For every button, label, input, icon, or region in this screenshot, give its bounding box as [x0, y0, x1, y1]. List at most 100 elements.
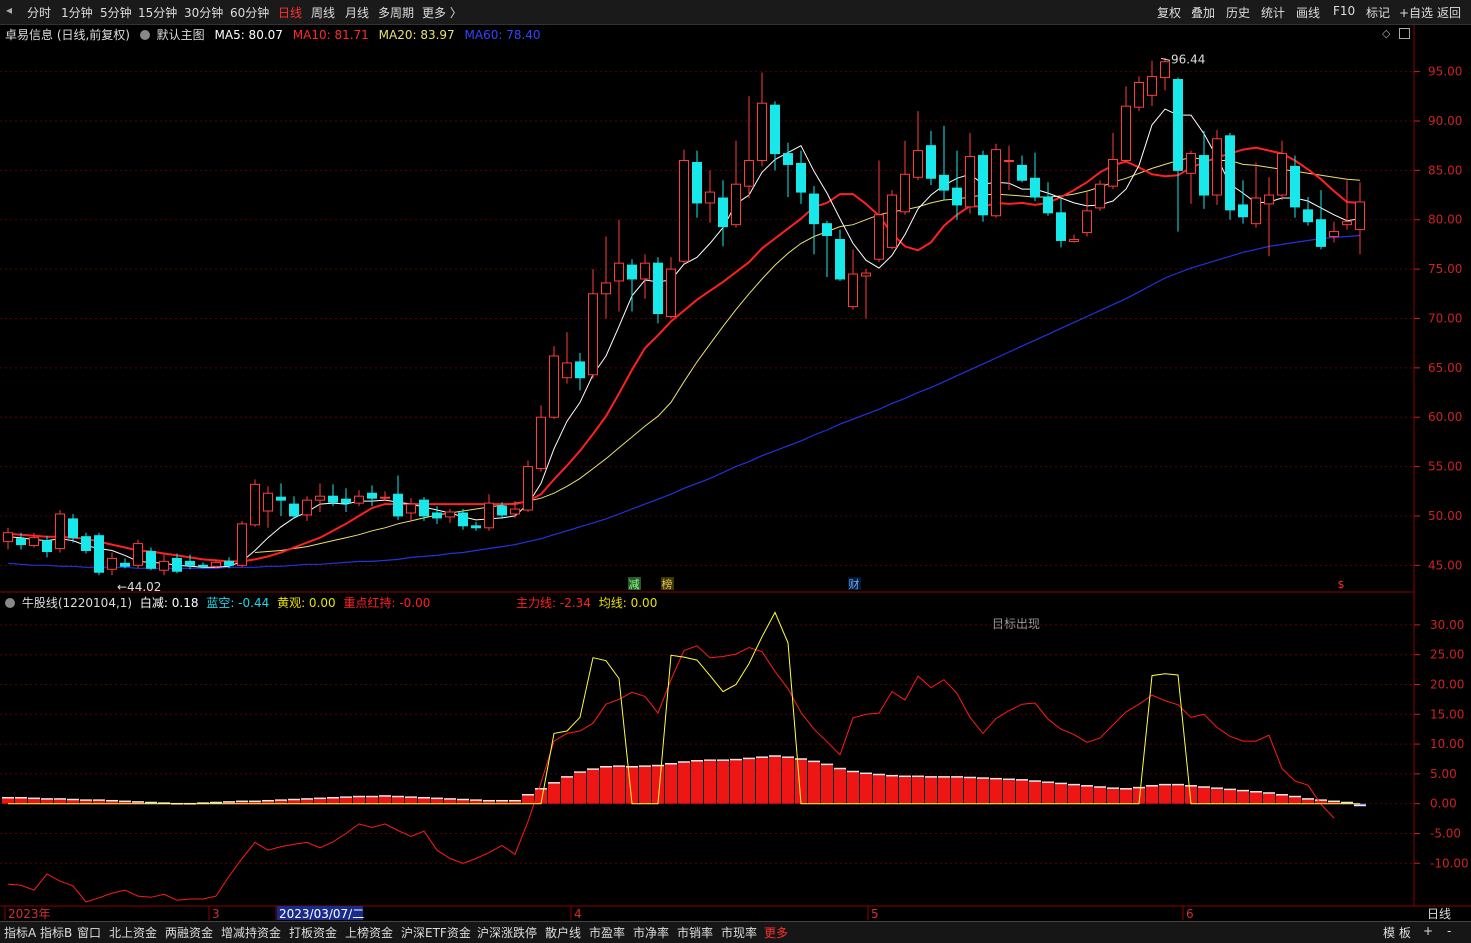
indicator-tab-10[interactable]: 散户线: [545, 926, 582, 940]
toolbar-button-6[interactable]: 标记: [1366, 6, 1391, 20]
toolbar-button-7[interactable]: +自选: [1399, 6, 1434, 20]
candle-body: [1342, 221, 1352, 226]
bottom-right-button-0[interactable]: 模 板: [1383, 926, 1411, 940]
period-tab-6[interactable]: 日线: [278, 6, 303, 20]
indicator-tab-6[interactable]: 打板资金: [289, 926, 338, 940]
period-tab-9[interactable]: 多周期: [378, 6, 415, 20]
indicator-tab-3[interactable]: 北上资金: [109, 926, 158, 940]
indicator-tab-0[interactable]: 指标A: [4, 926, 37, 940]
toolbar-arrow-icon[interactable]: ◂: [6, 3, 13, 17]
indicator-tab-9[interactable]: 沪深涨跌停: [477, 926, 538, 940]
toolbar-button-1[interactable]: 叠加: [1191, 6, 1216, 20]
indicator-tab-15[interactable]: 更多: [764, 926, 789, 940]
indicator-tab-11[interactable]: 市盈率: [589, 926, 626, 940]
period-tab-1[interactable]: 1分钟: [61, 6, 93, 20]
toolbar-button-5[interactable]: F10: [1333, 4, 1356, 18]
toolbar-button-2[interactable]: 历史: [1226, 6, 1251, 20]
indicator-tab-1[interactable]: 指标B: [40, 926, 73, 940]
event-tag-bg: [848, 577, 861, 590]
candle-body: [380, 496, 390, 499]
date-cursor-bg: [277, 906, 363, 920]
indicator-tab-14[interactable]: 市现率: [721, 926, 758, 940]
histogram-bar: [1029, 781, 1041, 804]
candle-body: [224, 560, 234, 566]
candle-body: [913, 150, 923, 178]
histogram-bar: [548, 782, 560, 804]
histogram-bar: [1276, 794, 1288, 804]
period-tab-5[interactable]: 60分钟: [230, 6, 270, 20]
indicator-tab-7[interactable]: 上榜资金: [345, 926, 394, 940]
histogram-bar: [613, 766, 625, 804]
template-name[interactable]: 默认主图: [156, 28, 205, 42]
candle-body: [1199, 155, 1209, 196]
histogram-bar: [1354, 803, 1366, 806]
bottom-right-button-1[interactable]: +: [1423, 924, 1434, 938]
candle-body: [68, 518, 78, 539]
toolbar-button-4[interactable]: 画线: [1296, 6, 1321, 20]
toolbar-button-8[interactable]: 返回: [1437, 6, 1462, 20]
candle-body: [55, 513, 65, 550]
candle-body: [549, 355, 559, 418]
period-tab-0[interactable]: 分时: [27, 6, 52, 20]
candle-body: [731, 183, 741, 226]
histogram-bar: [756, 757, 768, 804]
histogram-bar: [483, 800, 495, 804]
indicator-tab-4[interactable]: 两融资金: [165, 926, 214, 940]
histogram-bar: [665, 763, 677, 804]
histogram-bar: [704, 760, 716, 804]
histogram-bar: [990, 778, 1002, 804]
histogram-bar: [366, 796, 378, 804]
histogram-bar: [1289, 796, 1301, 804]
bottom-right-button-2[interactable]: -: [1447, 924, 1452, 938]
indicator-name[interactable]: 牛股线(1220104,1): [21, 596, 133, 610]
histogram-bar: [782, 757, 794, 804]
histogram-bar: [301, 798, 313, 804]
candle-body: [510, 508, 520, 515]
time-axis-label-4: 5: [871, 907, 879, 921]
histogram-bar: [119, 801, 131, 804]
candle-body: [1017, 164, 1027, 181]
ma20-value: MA20: 83.97: [378, 28, 455, 42]
histogram-bar: [1250, 791, 1262, 804]
candle-body: [315, 495, 325, 501]
indicator-tab-13[interactable]: 市销率: [677, 926, 714, 940]
indicator-tab-12[interactable]: 市净率: [633, 926, 670, 940]
template-icon[interactable]: [139, 30, 150, 40]
ma60-line: [7, 234, 1361, 569]
candle-body: [588, 293, 598, 376]
histogram-bar: [1146, 785, 1158, 804]
event-tag-3: $: [1338, 578, 1345, 591]
histogram-bar: [1185, 785, 1197, 804]
indicator-tab-8[interactable]: 沪深ETF资金: [401, 926, 471, 940]
candle-body: [1212, 138, 1222, 196]
histogram-bar: [691, 760, 703, 804]
candle-body: [1082, 210, 1092, 234]
indicator-icon[interactable]: [5, 598, 15, 608]
period-tab-10[interactable]: 更多 〉: [422, 6, 462, 20]
histogram-bar: [1120, 788, 1132, 804]
histogram-bar: [236, 801, 248, 804]
toolbar-button-0[interactable]: 复权: [1157, 6, 1182, 20]
candle-body: [1329, 231, 1339, 238]
indicator-tab-5[interactable]: 增减持资金: [221, 926, 282, 940]
candle-body: [1030, 177, 1040, 198]
histogram-bar: [353, 796, 365, 804]
candle-body: [757, 102, 767, 161]
period-tab-8[interactable]: 月线: [345, 6, 370, 20]
main-tick-label: 55.00: [1428, 460, 1462, 474]
period-tab-3[interactable]: 15分钟: [138, 6, 178, 20]
expand-icon[interactable]: [1399, 28, 1410, 39]
period-tab-2[interactable]: 5分钟: [100, 6, 132, 20]
sub-tick-label: 20.00: [1430, 677, 1464, 691]
time-axis-label-5: 6: [1186, 907, 1194, 921]
diamond-icon[interactable]: ◇: [1382, 27, 1391, 40]
period-tab-4[interactable]: 30分钟: [184, 6, 224, 20]
period-tab-7[interactable]: 周线: [311, 6, 336, 20]
candle-body: [159, 560, 169, 571]
main-legend: 卓易信息 (日线,前复权) 默认主图 MA5: 80.07 MA10: 81.7…: [5, 26, 541, 43]
indicator-tab-2[interactable]: 窗口: [77, 926, 102, 940]
sub-tick-label: 0.00: [1430, 797, 1457, 811]
toolbar-button-3[interactable]: 统计: [1261, 6, 1286, 20]
sub-legend: 牛股线(1220104,1) 白减: 0.18 蓝空: -0.44 黄观: 0.…: [5, 594, 430, 611]
